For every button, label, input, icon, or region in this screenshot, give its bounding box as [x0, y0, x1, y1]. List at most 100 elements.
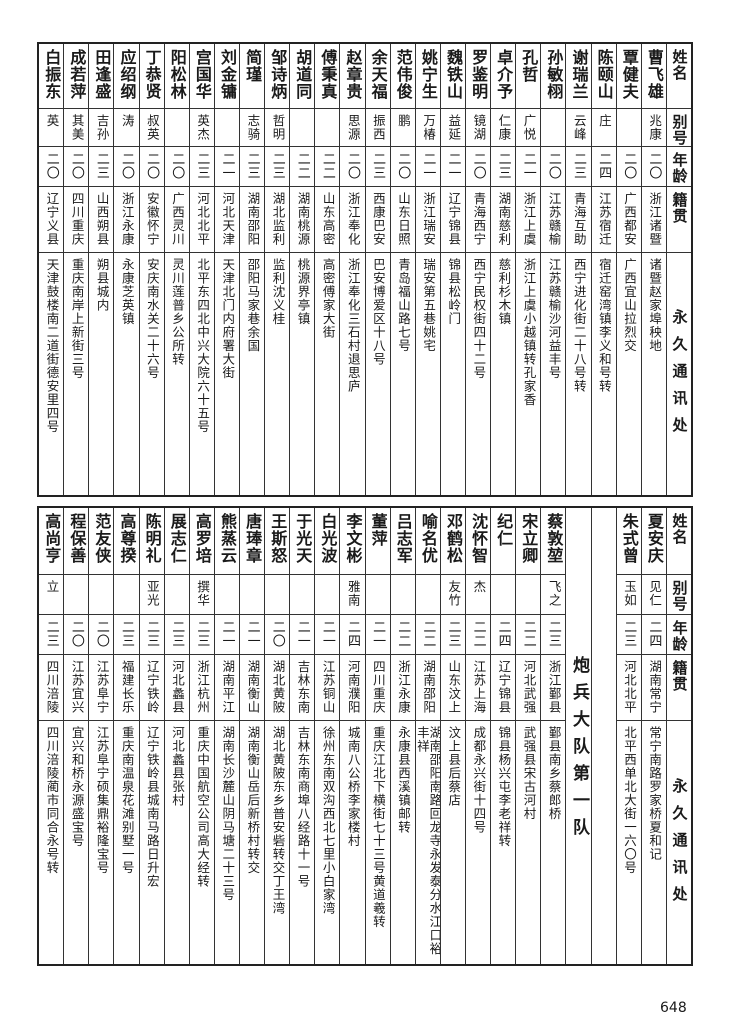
- person-age: 二一: [319, 620, 335, 648]
- person-native: 吉林东南: [295, 660, 311, 714]
- person-native-cell: 山东日照: [390, 187, 415, 253]
- person-native-cell: 山东高密: [315, 187, 340, 253]
- person-age-cell: 二〇: [64, 615, 89, 655]
- person-address: 四川涪陵蔺市同合永号转: [44, 726, 60, 875]
- person-alias: 庄: [596, 114, 612, 128]
- person-address: 桃源界亭镇: [295, 258, 311, 326]
- header-address-cell: 永久通讯处: [667, 721, 691, 964]
- person-native: 浙江诸暨: [647, 192, 663, 246]
- person-name: 白振东: [42, 49, 62, 100]
- person-age: 二一: [244, 620, 260, 648]
- person-alias-cell: [164, 575, 189, 615]
- person-age-cell: 二一: [315, 615, 340, 655]
- person-native-cell: 湖南平江: [214, 655, 240, 721]
- person-column: 应绍纲涛二〇 浙江永康 永康芝英镇: [113, 44, 139, 495]
- person-name-cell: 李文彬: [340, 508, 365, 575]
- person-address-cell: 常宁南路罗家桥夏和记: [642, 721, 666, 964]
- person-native: 河北武强: [521, 660, 537, 714]
- person-name: 陈颐山: [594, 49, 614, 100]
- person-age: 二四: [345, 620, 361, 648]
- person-age-cell: 二二: [466, 615, 491, 655]
- person-name: 夏安庆: [644, 513, 664, 564]
- person-address: 浙江上虞小越镇转孔家香: [521, 258, 537, 407]
- person-native-cell: 江苏铜山: [315, 655, 340, 721]
- person-name: 高尊揆: [117, 513, 137, 564]
- person-address: 安庆南水关二十六号: [144, 258, 160, 380]
- person-age-cell: 二〇: [390, 147, 415, 187]
- person-age: 二二: [520, 620, 536, 648]
- person-native-cell: 浙江杭州: [189, 655, 214, 721]
- person-name: 卓介予: [494, 49, 514, 100]
- person-age-cell: 二三: [139, 615, 164, 655]
- person-name-cell: 田逢盛: [89, 44, 114, 109]
- person-alias-cell: 撰华: [189, 575, 214, 615]
- person-age-cell: 二四: [591, 147, 616, 187]
- person-address: 灵川莲普乡公所转: [170, 258, 185, 366]
- person-name: 熊蒸云: [217, 513, 237, 564]
- person-native-cell: 湖南慈利: [491, 187, 516, 253]
- person-name: 邓鹤松: [443, 513, 463, 564]
- person-name: 罗鉴明: [469, 49, 489, 100]
- person-alias: 思源: [345, 114, 361, 141]
- person-name: 高尚亨: [42, 513, 62, 564]
- person-alias: 亚光: [144, 580, 160, 607]
- person-age-cell: 二一: [440, 147, 466, 187]
- person-name: 喻名优: [418, 513, 438, 564]
- person-column: 于光天 二一 吉林东南 吉林东南商埠八经路十一号: [289, 508, 315, 964]
- person-column: 宋立卿 二二 河北武强 武强县宋古河村: [515, 508, 541, 964]
- person-age-cell: 二四: [340, 615, 365, 655]
- person-column: 赵章贵 思源 二〇 浙江奉化 浙江奉化三石村退思庐: [339, 44, 365, 495]
- person-alias: 镜湖: [471, 114, 487, 141]
- person-column: 程保善 二〇 江苏宜兴 宜兴和桥永源盛宝号: [63, 508, 89, 964]
- person-alias-cell: 鹏: [390, 109, 415, 147]
- person-age: 二三: [571, 152, 586, 180]
- person-name-cell: 姚宁生: [415, 44, 440, 109]
- person-name-cell: 孙敏栩: [541, 44, 566, 109]
- person-native: 浙江上虞: [521, 192, 537, 246]
- roster-table-lower: 姓名 别号 年龄 籍贯 永久通讯处 夏安庆 见仁 二四 湖南常宁 常宁南路罗家桥夏和记 朱式曾 玉如二…: [37, 506, 693, 966]
- person-name-cell: 简瑾: [240, 44, 265, 109]
- person-native-cell: 辽宁锦县: [491, 655, 516, 721]
- person-age-cell: 二二: [315, 147, 340, 187]
- person-alias: 其美: [69, 114, 85, 141]
- person-alias-cell: 万椿: [415, 109, 440, 147]
- header-alias-cell: 别号: [666, 109, 691, 147]
- person-age-cell: 二〇: [541, 147, 566, 187]
- header-column: 姓名 别号 年龄 籍贯 永久通讯处: [665, 508, 691, 964]
- person-age-cell: 二三: [114, 615, 139, 655]
- person-age-cell: 二〇: [616, 147, 641, 187]
- person-age-cell: 二一: [240, 615, 265, 655]
- person-native: 山西朔县: [94, 192, 110, 246]
- blank-column: [590, 508, 616, 964]
- person-column: 姚宁生 万椿 二一 浙江瑞安 瑞安第五巷姚宅: [414, 44, 440, 495]
- person-address-cell: 河北蠡县张村: [165, 721, 189, 964]
- person-name-cell: 于光天: [290, 508, 315, 575]
- person-name: 纪仁: [494, 513, 514, 547]
- person-native-cell: 青海互助: [566, 187, 591, 253]
- person-name-cell: 高尚亨: [39, 508, 64, 575]
- person-name-cell: 陈颐山: [591, 44, 616, 109]
- person-address: 宿迁窑湾镇李义和号转: [596, 258, 612, 393]
- person-native-cell: 江苏赣榆: [541, 187, 566, 253]
- person-alias-cell: [415, 575, 440, 615]
- person-native: 山东汶上: [446, 660, 462, 714]
- person-column: 余天福 振西 二三 西康巴安 巴安博爱区十八号: [364, 44, 390, 495]
- person-age-cell: 二三: [440, 615, 466, 655]
- person-age-cell: 二三: [616, 615, 641, 655]
- person-name: 田逢盛: [92, 49, 112, 100]
- person-native-cell: 湖北黄陂: [265, 655, 290, 721]
- person-address: 常宁南路罗家桥夏和记: [647, 726, 663, 861]
- person-alias-cell: 雅南: [340, 575, 365, 615]
- person-native: 河北天津: [220, 192, 236, 246]
- person-name-cell: 白光波: [315, 508, 340, 575]
- person-name: 谢瑞兰: [569, 49, 589, 100]
- person-native: 西康巴安: [370, 192, 386, 246]
- person-age: 二〇: [269, 620, 285, 648]
- person-column: 孙敏栩 二〇 江苏赣榆 江苏赣榆沙河益丰号: [540, 44, 566, 495]
- person-address: 高密傅家大街: [320, 258, 336, 339]
- person-name-cell: 罗鉴明: [466, 44, 491, 109]
- person-age-cell: 二一: [214, 147, 240, 187]
- person-column: 董萍 二一 四川重庆 重庆江北下横街七十三号黄道羲转: [364, 508, 390, 964]
- person-alias-cell: [164, 109, 189, 147]
- person-native: 浙江永康: [119, 192, 135, 246]
